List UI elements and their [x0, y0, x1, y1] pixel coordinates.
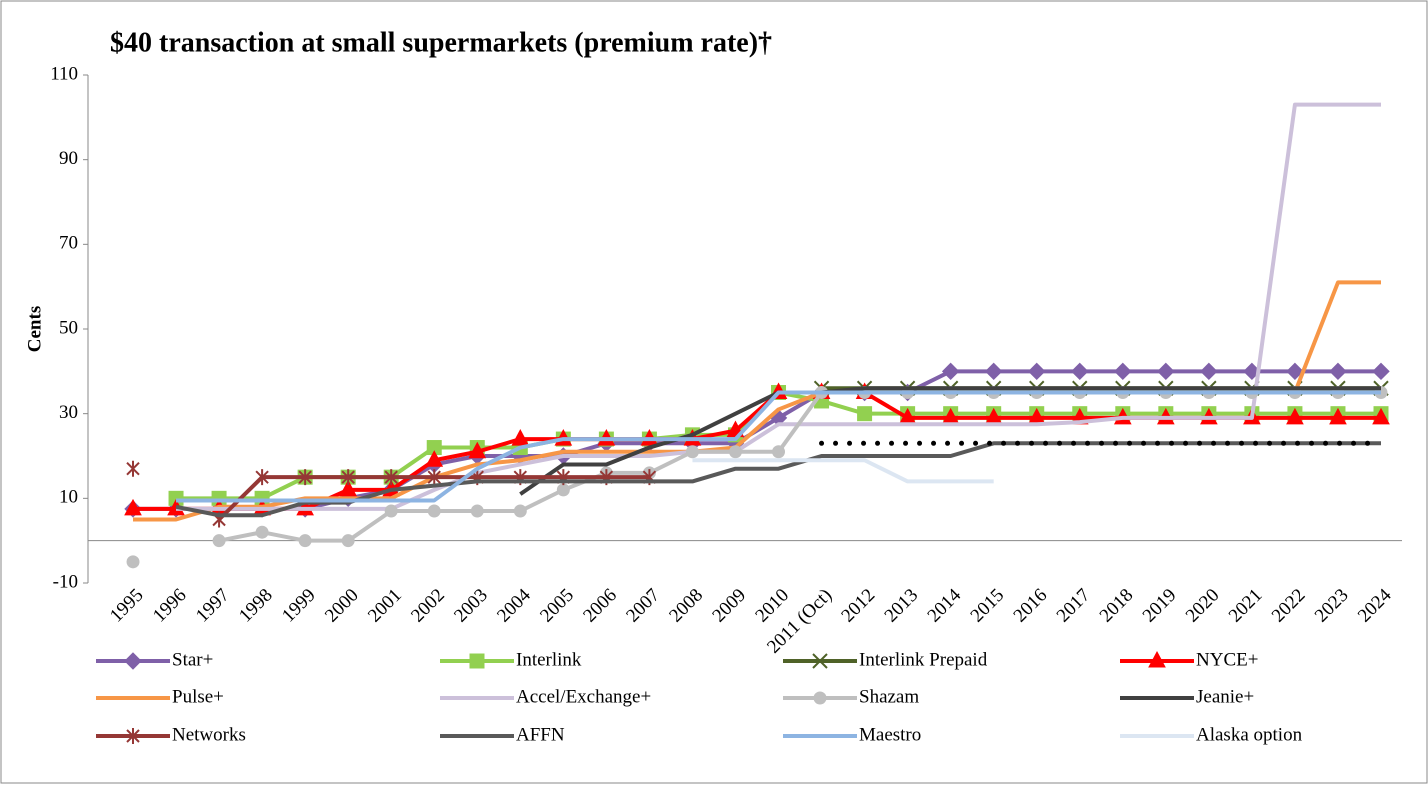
data-point	[124, 498, 142, 516]
data-point	[339, 479, 358, 497]
legend-item: Star+	[96, 649, 213, 670]
legend-item: Networks	[96, 724, 246, 745]
legend-label: AFFN	[516, 724, 565, 745]
data-point	[298, 469, 312, 486]
series-line	[176, 390, 1381, 503]
legend-item: Interlink	[440, 649, 582, 670]
data-point	[1286, 407, 1304, 425]
data-point	[1114, 362, 1132, 381]
legend-item: Shazam	[783, 686, 919, 707]
data-point	[1200, 362, 1218, 381]
legend-label: Shazam	[859, 686, 919, 707]
data-point	[255, 469, 269, 486]
legend-item: Interlink Prepaid	[783, 649, 988, 670]
series	[175, 441, 1381, 518]
data-point	[1157, 362, 1175, 381]
data-point	[298, 534, 312, 548]
data-point	[772, 445, 786, 459]
legend-label: Jeanie+	[1196, 686, 1254, 707]
legend-label: Pulse+	[172, 686, 224, 707]
data-point	[984, 362, 1003, 381]
data-point	[255, 525, 269, 539]
y-tick-label: 110	[50, 63, 78, 84]
data-point	[126, 460, 140, 477]
data-point	[728, 445, 742, 459]
data-point	[384, 504, 398, 518]
series	[176, 390, 1381, 503]
data-point	[1372, 362, 1390, 381]
data-point	[341, 534, 355, 548]
data-point	[384, 469, 398, 486]
legend-marker	[812, 653, 828, 669]
data-point	[341, 469, 355, 486]
data-point	[1329, 362, 1347, 381]
legend-item: NYCE+	[1120, 649, 1258, 670]
y-tick-label: 50	[59, 317, 78, 338]
data-point	[126, 555, 140, 569]
legend-label: Networks	[172, 724, 246, 745]
y-tick-label: 70	[59, 233, 78, 254]
y-axis-label: Cents	[24, 306, 45, 352]
data-point	[427, 469, 441, 486]
legend-label: Star+	[172, 649, 213, 670]
legend-marker	[126, 728, 140, 744]
series	[519, 386, 1381, 496]
data-point	[513, 504, 527, 518]
legend-item: Accel/Exchange+	[440, 686, 651, 707]
data-point	[1329, 407, 1347, 425]
legend-item: AFFN	[440, 724, 565, 745]
legend-marker	[1148, 650, 1166, 668]
data-point	[470, 504, 484, 518]
legend-label: Maestro	[859, 724, 921, 745]
data-point	[212, 534, 226, 548]
data-point	[1071, 362, 1089, 381]
legend-label: Alaska option	[1196, 724, 1303, 745]
legend-marker	[813, 691, 827, 705]
data-point	[1028, 362, 1046, 381]
series	[692, 458, 994, 484]
legend-item: Maestro	[783, 724, 921, 745]
legend-label: Interlink	[516, 649, 582, 670]
legend-item: Pulse+	[96, 686, 224, 707]
data-point	[468, 441, 487, 459]
series	[176, 102, 1381, 511]
legend-item: Jeanie+	[1120, 686, 1254, 707]
data-point	[857, 406, 873, 422]
data-point	[941, 362, 960, 381]
data-point	[1372, 407, 1390, 425]
series-line	[692, 458, 994, 484]
data-point	[511, 429, 530, 446]
series-line	[175, 441, 1381, 518]
chart-title: $40 transaction at small supermarkets (p…	[110, 27, 772, 58]
y-tick-label: 10	[59, 487, 78, 508]
data-point	[685, 445, 699, 459]
y-tick-label: -10	[53, 571, 78, 592]
data-point	[556, 483, 570, 497]
data-point	[427, 504, 441, 518]
legend-marker	[469, 653, 485, 669]
data-point	[425, 450, 444, 467]
series	[126, 460, 657, 528]
legend-item: Alaska option	[1120, 724, 1303, 745]
y-tick-label: 90	[59, 148, 78, 169]
y-tick-label: 30	[59, 402, 78, 423]
series	[819, 440, 1384, 446]
legend-marker	[124, 652, 142, 670]
data-point	[1286, 362, 1304, 381]
legend-label: NYCE+	[1196, 649, 1258, 670]
legend-label: Accel/Exchange+	[516, 686, 651, 707]
series-line	[176, 102, 1381, 511]
series-line	[519, 386, 1381, 496]
legend-label: Interlink Prepaid	[859, 649, 988, 670]
